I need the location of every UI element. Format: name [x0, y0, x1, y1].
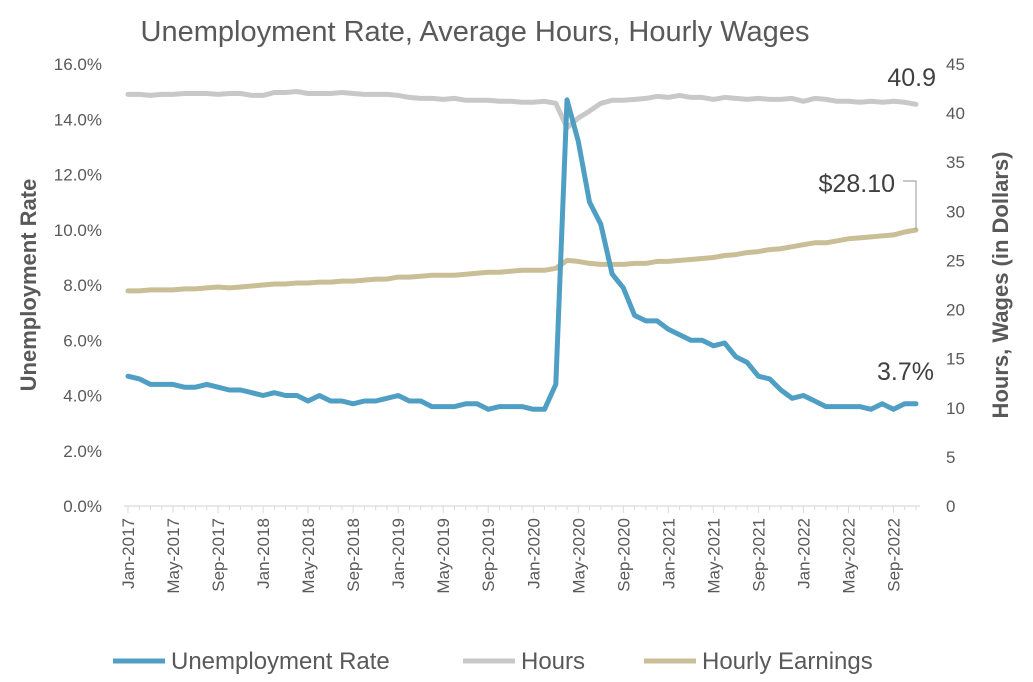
left-tick-label: 6.0%: [63, 331, 102, 350]
right-tick-label: 25: [946, 251, 965, 270]
left-tick-label: 12.0%: [54, 166, 102, 185]
left-tick-label: 0.0%: [63, 497, 102, 516]
right-tick-label: 20: [946, 301, 965, 320]
legend: Unemployment Rate Hours Hourly Earnings: [113, 648, 873, 675]
unemployment-last-label: 3.7%: [877, 358, 934, 386]
x-tick-label: Jan-2022: [794, 518, 813, 589]
x-tick-label: Sep-2018: [344, 518, 363, 592]
wages-last-label: $28.10: [819, 170, 895, 198]
right-tick-label: 45: [946, 55, 965, 74]
right-tick-label: 5: [946, 448, 955, 467]
right-axis-ticks: 0 5 10 15 20 25 30 35 40 45: [946, 55, 965, 516]
series-line-hours: [125, 89, 919, 131]
right-tick-label: 10: [946, 399, 965, 418]
chart-title: Unemployment Rate, Average Hours, Hourly…: [141, 16, 810, 48]
right-axis-title: Hours, Wages (in Dollars): [988, 152, 1013, 419]
x-tick-label: Sep-2017: [209, 518, 228, 592]
series-line-unemployment-rate: [125, 97, 919, 412]
x-tick-label: Sep-2022: [884, 518, 903, 592]
left-tick-label: 2.0%: [63, 442, 102, 461]
x-tick-label: May-2018: [299, 518, 318, 594]
x-tick-label: Sep-2021: [749, 518, 768, 592]
left-tick-label: 10.0%: [54, 221, 102, 240]
left-axis-ticks: 0.0% 2.0% 4.0% 6.0% 8.0% 10.0% 12.0% 14.0% 16.0%: [54, 55, 102, 516]
x-axis-ticks: Jan-2017 May-2017 Sep-2017 Jan-2018 May-2018…: [119, 506, 917, 594]
right-tick-label: 0: [946, 497, 955, 516]
x-tick-label: May-2022: [839, 518, 858, 594]
hours-last-label: 40.9: [887, 64, 936, 92]
left-tick-label: 16.0%: [54, 55, 102, 74]
series-lines: [125, 89, 919, 412]
x-tick-label: Jan-2020: [524, 518, 543, 589]
right-tick-label: 40: [946, 104, 965, 123]
left-tick-label: 8.0%: [63, 276, 102, 295]
legend-label: Hourly Earnings: [702, 648, 873, 675]
left-tick-label: 4.0%: [63, 387, 102, 406]
x-tick-label: Sep-2019: [479, 518, 498, 592]
x-tick-label: Jan-2018: [254, 518, 273, 589]
legend-label: Unemployment Rate: [171, 648, 390, 675]
x-tick-label: Jan-2021: [659, 518, 678, 589]
right-tick-label: 35: [946, 153, 965, 172]
left-axis-title: Unemployment Rate: [16, 179, 41, 392]
x-tick-label: Jan-2017: [119, 518, 138, 589]
series-line-hourly-earnings: [125, 227, 919, 294]
legend-label: Hours: [521, 648, 585, 675]
left-tick-label: 14.0%: [54, 110, 102, 129]
right-tick-label: 15: [946, 350, 965, 369]
x-tick-label: May-2017: [164, 518, 183, 594]
x-tick-label: May-2020: [569, 518, 588, 594]
x-tick-label: May-2019: [434, 518, 453, 594]
right-tick-label: 30: [946, 202, 965, 221]
wages-callout-leader: [903, 180, 917, 230]
x-tick-label: May-2021: [704, 518, 723, 594]
x-tick-label: Jan-2019: [389, 518, 408, 589]
x-tick-label: Sep-2020: [614, 518, 633, 592]
